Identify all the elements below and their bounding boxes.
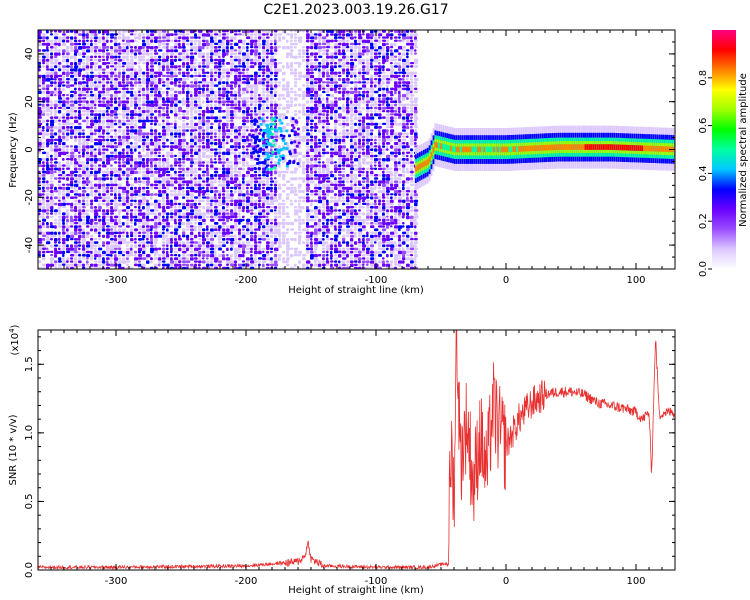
- snr-frame: [37, 329, 676, 571]
- spectrogram-ylabel: Frequency (Hz): [8, 112, 19, 188]
- x-tick-label: -100: [365, 275, 388, 286]
- colorbar-tick-label: 0.0: [698, 261, 709, 277]
- colorbar-tick-label: 0.6: [698, 118, 709, 134]
- x-tick-label: -200: [235, 576, 258, 587]
- y-tick-label: -40: [24, 237, 35, 253]
- x-tick-label: 0: [503, 275, 509, 286]
- x-tick-label: -100: [365, 576, 388, 587]
- heatmap-cells: [38, 30, 675, 269]
- scale-prefix: (x10: [10, 333, 21, 356]
- x-tick-label: 100: [626, 275, 645, 286]
- chart-title: C2E1.2023.003.19.26.G17: [263, 2, 448, 18]
- colorbar-tick-label: 0.2: [698, 213, 709, 229]
- y-tick-label: 0.5: [24, 493, 35, 509]
- colorbar-tick-label: 0.4: [698, 165, 709, 181]
- x-tick-label: -300: [105, 275, 128, 286]
- snr-xlabel: Height of straight line (km): [288, 585, 424, 596]
- y-tick-label: 1.5: [24, 356, 35, 372]
- snr-scale-label: (x104): [8, 324, 21, 355]
- colorbar-label: Normalized spectral amplitude: [738, 73, 749, 227]
- colorbar: 0.0 0.2 0.4 0.6 0.8 Normalized spectral ampl…: [698, 30, 749, 277]
- x-tick-label: 100: [626, 576, 645, 587]
- y-tick-label: 40: [24, 48, 35, 61]
- y-tick-label: 0.0: [24, 562, 35, 578]
- y-tick-label: -20: [24, 189, 35, 205]
- scale-suffix: ): [10, 324, 21, 328]
- snr-panel: -300 -200 -100 0 100 0.0 0.5 1.0 1.5 Height of s…: [8, 324, 676, 596]
- colorbar-tick-label: 0.8: [698, 70, 709, 86]
- colorbar-ticks: 0.0 0.2 0.4 0.6 0.8: [698, 70, 712, 277]
- x-tick-label: 0: [503, 576, 509, 587]
- y-tick-label: 1.0: [24, 425, 35, 441]
- snr-ticks: -300 -200 -100 0 100 0.0 0.5 1.0 1.5: [24, 330, 675, 587]
- y-tick-label: 0: [24, 146, 35, 152]
- scale-exponent: 4: [8, 328, 16, 333]
- y-tick-label: 20: [24, 95, 35, 108]
- snr-ylabel: SNR (10 * v/v): [8, 414, 19, 485]
- x-tick-label: -300: [105, 576, 128, 587]
- snr-line: [38, 330, 675, 570]
- x-tick-label: -200: [235, 275, 258, 286]
- spectrogram-xlabel: Height of straight line (km): [288, 285, 424, 296]
- colorbar-gradient: [712, 30, 736, 269]
